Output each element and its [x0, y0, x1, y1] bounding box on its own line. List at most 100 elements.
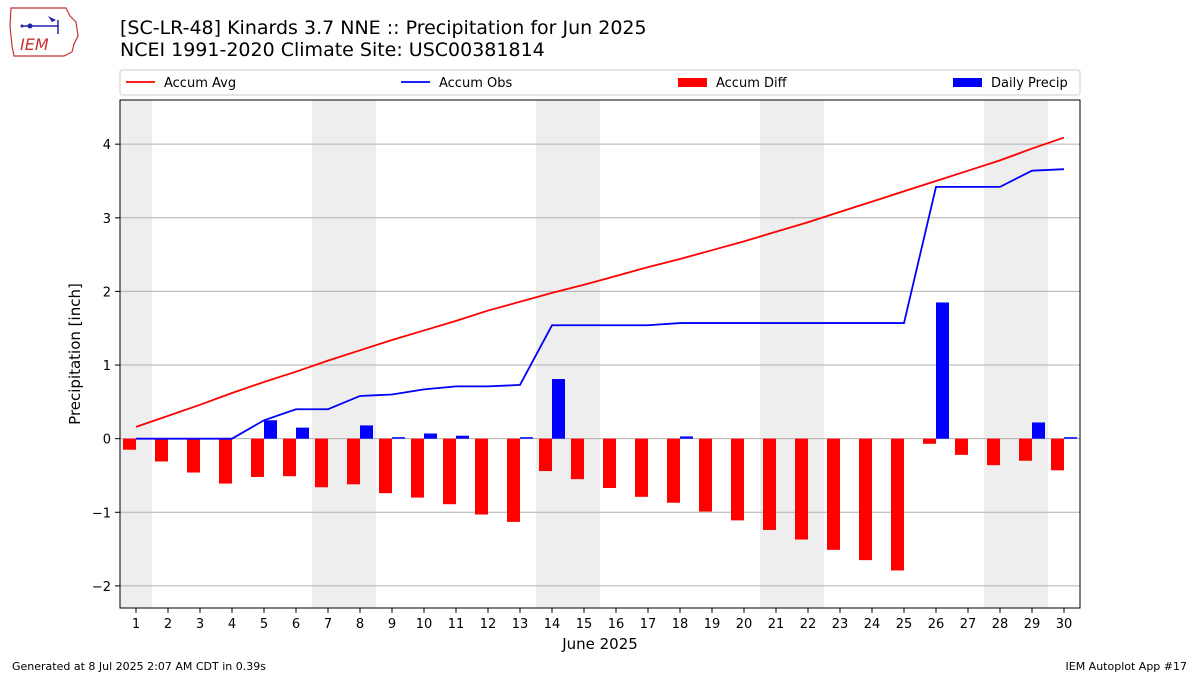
- daily-precip-bar: [392, 437, 405, 439]
- weekend-band: [568, 100, 600, 608]
- x-tick-label: 4: [228, 617, 236, 632]
- accum-diff-bar: [667, 438, 680, 503]
- accum-diff-bar: [859, 438, 872, 561]
- lines: [135, 136, 1065, 440]
- daily-precip-bar: [520, 437, 533, 439]
- legend-label: Accum Obs: [439, 76, 512, 91]
- accum-diff-bar: [155, 438, 168, 462]
- weekend-band: [120, 100, 152, 608]
- x-tick-label: 16: [608, 617, 625, 632]
- x-tick-label: 15: [576, 617, 593, 632]
- daily-precip-bar: [1032, 422, 1045, 439]
- x-tick-label: 2: [164, 617, 172, 632]
- iem-logo: IEM: [9, 7, 79, 57]
- chart-subtitle: NCEI 1991-2020 Climate Site: USC00381814: [120, 39, 545, 61]
- weekend-band: [536, 100, 568, 608]
- plot-frame: [119, 99, 1081, 609]
- accum-diff-bar: [731, 438, 744, 521]
- daily-precip-bar: [456, 435, 469, 439]
- x-tick-label: 14: [544, 617, 561, 632]
- accum-diff-bar: [795, 438, 808, 540]
- x-tick-label: 9: [388, 617, 396, 632]
- logo-text: IEM: [20, 35, 49, 54]
- x-tick-label: 23: [832, 617, 849, 632]
- x-tick-label: 24: [864, 617, 881, 632]
- x-tick-label: 21: [768, 617, 785, 632]
- app-credit: IEM Autoplot App #17: [1065, 660, 1188, 673]
- accum-diff-bar: [827, 438, 840, 550]
- daily-precip-bar: [936, 302, 949, 439]
- accum-diff-bar: [443, 438, 456, 505]
- accum-diff-bar: [347, 438, 360, 485]
- accum-diff-bar: [571, 438, 584, 480]
- x-tick-label: 29: [1024, 617, 1041, 632]
- legend-swatch-bar: [678, 78, 707, 87]
- x-tick-label: 22: [800, 617, 817, 632]
- accum-avg-line: [135, 136, 1065, 428]
- x-tick-label: 12: [480, 617, 497, 632]
- accum-diff-bar: [251, 438, 264, 477]
- accum-diff-bar: [379, 438, 392, 494]
- legend-swatch-bar: [953, 78, 982, 87]
- bars: [123, 302, 1077, 571]
- daily-precip-bar: [424, 433, 437, 439]
- legend-label: Accum Avg: [164, 76, 236, 91]
- legend-frame: [119, 69, 1081, 96]
- daily-precip-bar: [552, 379, 565, 439]
- y-axis: −2 −1 0 1 2 3 4: [92, 138, 120, 595]
- accum-diff-bar: [539, 438, 552, 472]
- x-axis-label: June 2025: [561, 635, 638, 653]
- accum-diff-bar: [507, 438, 520, 522]
- y-tick-label: 1: [103, 359, 111, 374]
- x-tick-label: 10: [416, 617, 433, 632]
- x-tick-label: 11: [448, 617, 465, 632]
- accum-diff-bar: [1051, 438, 1064, 471]
- y-tick-label: 3: [103, 212, 111, 227]
- daily-precip-bar: [680, 436, 693, 439]
- x-tick-label: 27: [960, 617, 977, 632]
- accum-diff-bar: [955, 438, 968, 455]
- accum-diff-bar: [475, 438, 488, 515]
- x-tick-label: 28: [992, 617, 1009, 632]
- daily-precip-bar: [264, 420, 277, 439]
- x-tick-label: 1: [132, 617, 140, 632]
- x-tick-label: 30: [1056, 617, 1073, 632]
- daily-precip-bar: [360, 425, 373, 439]
- x-tick-label: 13: [512, 617, 529, 632]
- accum-diff-bar: [923, 438, 936, 444]
- weekend-band: [984, 100, 1016, 608]
- y-tick-label: 2: [103, 285, 111, 300]
- x-tick-label: 5: [260, 617, 268, 632]
- x-tick-label: 17: [640, 617, 657, 632]
- x-tick-label: 3: [196, 617, 204, 632]
- legend-label: Accum Diff: [716, 76, 788, 91]
- accum-diff-bar: [219, 438, 232, 484]
- accum-diff-bar: [699, 438, 712, 512]
- y-tick-label: 4: [103, 138, 111, 153]
- accum-diff-bar: [891, 438, 904, 571]
- iowa-outline-shape: [9, 7, 79, 57]
- y-axis-label: Precipitation [inch]: [66, 283, 84, 425]
- weekend-band: [760, 100, 792, 608]
- x-tick-label: 20: [736, 617, 753, 632]
- y-tick-label: 0: [103, 433, 111, 448]
- accum-diff-bar: [123, 438, 136, 450]
- legend: Accum Avg Accum Obs Accum Diff Daily Precip: [119, 69, 1081, 96]
- weekend-shading: [120, 100, 1048, 608]
- y-tick-label: −1: [92, 506, 111, 521]
- x-tick-label: 18: [672, 617, 689, 632]
- daily-precip-bar: [1064, 437, 1077, 439]
- x-tick-label: 7: [324, 617, 332, 632]
- generated-timestamp: Generated at 8 Jul 2025 2:07 AM CDT in 0…: [12, 660, 266, 673]
- chart-title: [SC-LR-48] Kinards 3.7 NNE :: Precipitat…: [120, 17, 647, 39]
- accum-diff-bar: [315, 438, 328, 488]
- weekend-band: [1016, 100, 1048, 608]
- chart-title-block: [SC-LR-48] Kinards 3.7 NNE :: Precipitat…: [120, 17, 647, 61]
- x-tick-label: 6: [292, 617, 300, 632]
- y-tick-label: −2: [92, 580, 111, 595]
- x-tick-label: 26: [928, 617, 945, 632]
- weekend-band: [312, 100, 344, 608]
- x-tick-label: 8: [356, 617, 364, 632]
- x-tick-label: 19: [704, 617, 721, 632]
